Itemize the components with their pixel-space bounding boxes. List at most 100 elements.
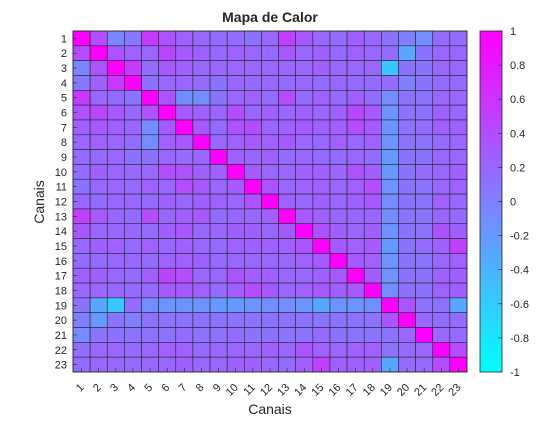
heatmap-cell-r16-c18 — [363, 253, 382, 269]
heatmap-cell-r13-c13 — [278, 208, 297, 225]
heatmap-cell-r14-c15 — [312, 223, 331, 239]
heatmap-cell-r5-c19 — [381, 90, 399, 106]
heatmap-cell-r11-c18 — [363, 178, 382, 195]
heatmap-cell-r17-c2 — [89, 267, 108, 284]
heatmap-cell-r1-c21 — [415, 30, 434, 47]
heatmap-cell-r15-c7 — [175, 238, 194, 254]
heatmap-cell-r3-c18 — [363, 60, 382, 76]
y-tick-label: 21 — [55, 330, 67, 342]
heatmap-cell-r19-c5 — [141, 297, 159, 313]
heatmap-cell-r9-c23 — [449, 149, 468, 165]
heatmap-cell-r10-c5 — [141, 164, 159, 180]
heatmap-cell-r12-c7 — [175, 193, 194, 210]
heatmap-cell-r6-c10 — [226, 104, 245, 121]
heatmap-cell-r12-c12 — [261, 193, 279, 210]
heatmap-cell-r9-c22 — [432, 149, 451, 165]
heatmap-cell-r11-c2 — [89, 178, 108, 195]
heatmap-cell-r2-c12 — [261, 45, 279, 61]
heatmap-cell-r10-c21 — [415, 164, 434, 180]
heatmap-cell-r17-c5 — [141, 267, 159, 284]
heatmap-cell-r2-c3 — [106, 45, 125, 61]
heatmap-cell-r16-c12 — [261, 253, 279, 269]
heatmap-cell-r20-c11 — [244, 312, 262, 328]
heatmap-cell-r13-c15 — [312, 208, 331, 225]
heatmap-cell-r12-c4 — [124, 193, 142, 210]
heatmap-cell-r20-c16 — [329, 312, 348, 328]
heatmap-cell-r11-c12 — [261, 178, 279, 195]
heatmap-cell-r11-c19 — [381, 178, 399, 195]
heatmap-cell-r8-c2 — [89, 134, 108, 150]
heatmap-cell-r3-c8 — [192, 60, 211, 76]
heatmap-cell-r20-c2 — [89, 312, 108, 328]
heatmap-cell-r1-c11 — [244, 30, 262, 47]
heatmap-cell-r2-c23 — [449, 45, 468, 61]
heatmap-cell-r7-c21 — [415, 119, 434, 136]
x-tick-label: 1 — [74, 382, 87, 395]
heatmap-cell-r17-c23 — [449, 267, 468, 284]
heatmap-cell-r17-c19 — [381, 267, 399, 284]
heatmap-cell-r18-c10 — [226, 282, 245, 299]
heatmap-cell-r1-c22 — [432, 30, 451, 47]
heatmap-cell-r20-c6 — [158, 312, 177, 328]
x-axis-label: Canais — [248, 401, 292, 417]
heatmap-cell-r13-c2 — [89, 208, 108, 225]
heatmap-cell-r15-c23 — [449, 238, 468, 254]
heatmap-cell-r10-c11 — [244, 164, 262, 180]
heatmap-cell-r13-c14 — [295, 208, 314, 225]
heatmap-cell-r21-c14 — [295, 327, 314, 343]
heatmap-cell-r6-c4 — [124, 104, 142, 121]
heatmap-cell-r18-c11 — [244, 282, 262, 299]
heatmap-cell-r16-c16 — [329, 253, 348, 269]
heatmap-cell-r7-c16 — [329, 119, 348, 136]
heatmap-cell-r4-c3 — [106, 75, 125, 91]
heatmap-cell-r5-c10 — [226, 90, 245, 106]
heatmap-cell-r7-c22 — [432, 119, 451, 136]
colorbar-tick-label: 0 — [510, 197, 516, 209]
heatmap-cell-r5-c6 — [158, 90, 177, 106]
heatmap-cell-r11-c6 — [158, 178, 177, 195]
heatmap-cell-r10-c8 — [192, 164, 211, 180]
heatmap-cell-r9-c11 — [244, 149, 262, 165]
heatmap-cell-r15-c11 — [244, 238, 262, 254]
y-tick-label: 23 — [55, 360, 67, 372]
heatmap-cell-r3-c2 — [89, 60, 108, 76]
heatmap-cell-r8-c18 — [363, 134, 382, 150]
heatmap-cell-r9-c9 — [209, 149, 228, 165]
heatmap-cell-r4-c20 — [398, 75, 416, 91]
heatmap-cell-r22-c5 — [141, 342, 159, 358]
heatmap-cell-r2-c13 — [278, 45, 297, 61]
heatmap-cell-r12-c18 — [363, 193, 382, 210]
heatmap-cell-r18-c2 — [89, 282, 108, 299]
heatmap-cell-r6-c2 — [89, 104, 108, 121]
heatmap-cell-r21-c13 — [278, 327, 297, 343]
heatmap-cell-r13-c21 — [415, 208, 434, 225]
heatmap-cell-r17-c14 — [295, 267, 314, 284]
heatmap-cell-r17-c6 — [158, 267, 177, 284]
heatmap-cell-r3-c6 — [158, 60, 177, 76]
heatmap-cell-r16-c14 — [295, 253, 314, 269]
heatmap-cell-r20-c3 — [106, 312, 125, 328]
heatmap-cell-r14-c2 — [89, 223, 108, 239]
heatmap-cell-r19-c13 — [278, 297, 297, 313]
heatmap-cell-r13-c10 — [226, 208, 245, 225]
heatmap-cell-r10-c7 — [175, 164, 194, 180]
heatmap-cell-r4-c11 — [244, 75, 262, 91]
heatmap-cell-r5-c3 — [106, 90, 125, 106]
heatmap-cell-r3-c4 — [124, 60, 142, 76]
y-tick-label: 7 — [61, 122, 67, 134]
heatmap-cell-r12-c11 — [244, 193, 262, 210]
heatmap-cell-r1-c12 — [261, 30, 279, 47]
heatmap-cell-r22-c8 — [192, 342, 211, 358]
heatmap-cell-r10-c14 — [295, 164, 314, 180]
heatmap-cell-r3-c14 — [295, 60, 314, 76]
heatmap-cell-r14-c3 — [106, 223, 125, 239]
heatmap-cell-r19-c19 — [381, 297, 399, 313]
heatmap-cell-r13-c22 — [432, 208, 451, 225]
heatmap-cell-r5-c4 — [124, 90, 142, 106]
colorbar-tick-label: 0.2 — [510, 162, 525, 174]
heatmap-cell-r6-c15 — [312, 104, 331, 121]
heatmap-cell-r1-c5 — [141, 30, 159, 47]
y-tick-label: 9 — [61, 152, 67, 164]
heatmap-cell-r9-c17 — [346, 149, 365, 165]
